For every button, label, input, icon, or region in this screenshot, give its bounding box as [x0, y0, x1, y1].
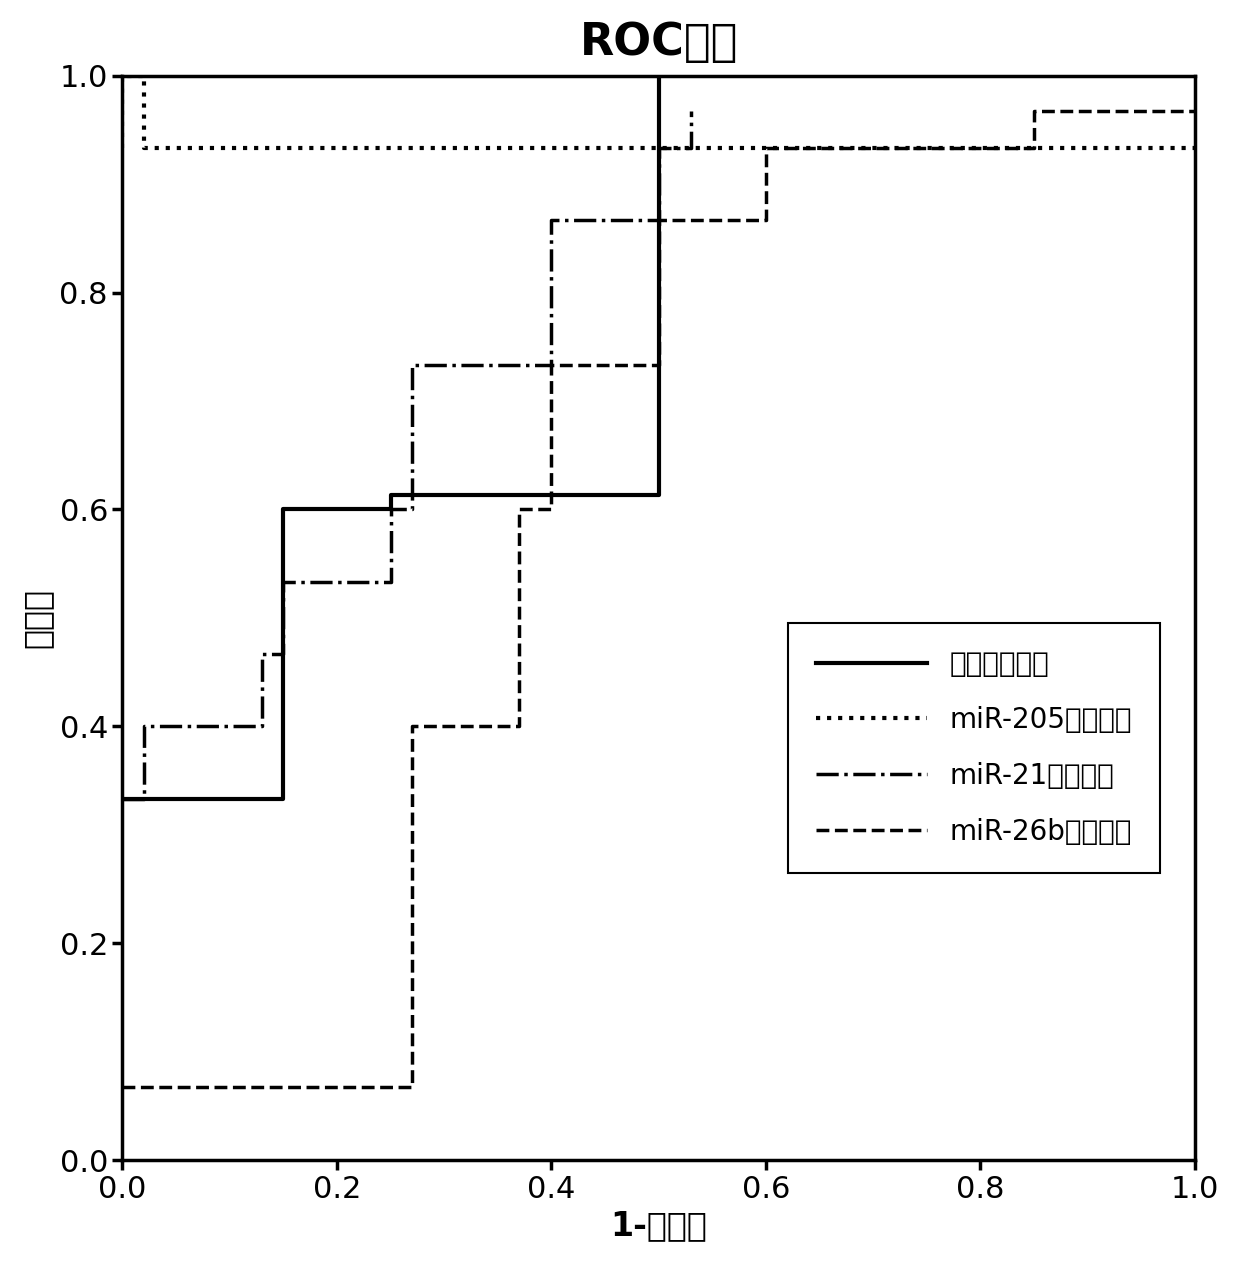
- miR-26b预测概率: [651, 212, 666, 227]
- 联合预测概率: [651, 488, 666, 503]
- miR-21预测概率: [277, 575, 291, 590]
- miR-21预测概率: [544, 357, 559, 373]
- Legend: 联合预测概率, miR-205预测概率, miR-21预测概率, miR-26b预测概率: 联合预测概率, miR-205预测概率, miR-21预测概率, miR-26b…: [789, 623, 1159, 874]
- miR-21预测概率: [651, 140, 666, 155]
- miR-21预测概率: [383, 575, 398, 590]
- miR-21预测概率: [136, 792, 151, 807]
- miR-21预测概率: [115, 792, 130, 807]
- miR-21预测概率: [383, 575, 398, 590]
- 联合预测概率: [115, 792, 130, 807]
- 联合预测概率: [383, 488, 398, 503]
- miR-21预测概率: [544, 357, 559, 373]
- miR-26b预测概率: [759, 212, 774, 227]
- miR-205预测概率: [115, 140, 130, 155]
- miR-26b预测概率: [404, 1080, 419, 1095]
- miR-21预测概率: [651, 212, 666, 227]
- X-axis label: 1-特异性: 1-特异性: [610, 1209, 707, 1243]
- miR-21预测概率: [383, 501, 398, 517]
- miR-26b预测概率: [404, 719, 419, 734]
- 联合预测概率: [651, 488, 666, 503]
- miR-26b预测概率: [404, 1080, 419, 1095]
- Line: miR-21预测概率: miR-21预测概率: [123, 111, 691, 799]
- miR-205预测概率: [136, 140, 151, 155]
- 联合预测概率: [277, 792, 291, 807]
- miR-205预测概率: [1188, 140, 1203, 155]
- miR-205预测概率: [115, 68, 130, 83]
- miR-26b预测概率: [1027, 140, 1042, 155]
- miR-21预测概率: [277, 647, 291, 662]
- miR-26b预测概率: [115, 1080, 130, 1095]
- miR-26b预测概率: [759, 140, 774, 155]
- miR-21预测概率: [651, 212, 666, 227]
- Title: ROC曲线: ROC曲线: [579, 20, 738, 64]
- miR-205预测概率: [136, 68, 151, 83]
- miR-21预测概率: [683, 140, 698, 155]
- miR-21预测概率: [277, 647, 291, 662]
- 联合预测概率: [277, 792, 291, 807]
- miR-21预测概率: [404, 357, 419, 373]
- miR-21预测概率: [254, 719, 269, 734]
- 联合预测概率: [651, 488, 666, 503]
- 联合预测概率: [651, 68, 666, 83]
- miR-21预测概率: [544, 357, 559, 373]
- miR-21预测概率: [683, 140, 698, 155]
- miR-21预测概率: [404, 501, 419, 517]
- miR-26b预测概率: [544, 501, 559, 517]
- miR-26b预测概率: [512, 501, 527, 517]
- 联合预测概率: [383, 501, 398, 517]
- miR-21预测概率: [404, 501, 419, 517]
- miR-26b预测概率: [512, 719, 527, 734]
- miR-26b预测概率: [1188, 104, 1203, 119]
- miR-26b预测概率: [759, 212, 774, 227]
- miR-21预测概率: [136, 719, 151, 734]
- Y-axis label: 敏感性: 敏感性: [21, 587, 53, 648]
- miR-21预测概率: [383, 575, 398, 590]
- miR-26b预测概率: [544, 501, 559, 517]
- miR-26b预测概率: [759, 212, 774, 227]
- miR-21预测概率: [683, 104, 698, 119]
- miR-26b预测概率: [404, 1080, 419, 1095]
- miR-21预测概率: [254, 719, 269, 734]
- miR-26b预测概率: [1188, 104, 1203, 119]
- miR-21预测概率: [651, 212, 666, 227]
- Line: miR-205预测概率: miR-205预测概率: [123, 76, 1195, 148]
- Line: miR-26b预测概率: miR-26b预测概率: [123, 111, 1195, 1087]
- miR-26b预测概率: [651, 357, 666, 373]
- miR-205预测概率: [1188, 140, 1203, 155]
- miR-26b预测概率: [512, 719, 527, 734]
- 联合预测概率: [277, 792, 291, 807]
- miR-205预测概率: [115, 140, 130, 155]
- miR-21预测概率: [254, 719, 269, 734]
- miR-21预测概率: [254, 647, 269, 662]
- miR-26b预测概率: [512, 719, 527, 734]
- 联合预测概率: [277, 501, 291, 517]
- 联合预测概率: [383, 501, 398, 517]
- 联合预测概率: [383, 501, 398, 517]
- miR-26b预测概率: [544, 357, 559, 373]
- miR-21预测概率: [683, 140, 698, 155]
- Line: 联合预测概率: 联合预测概率: [123, 76, 658, 799]
- miR-21预测概率: [277, 647, 291, 662]
- miR-26b预测概率: [651, 357, 666, 373]
- miR-26b预测概率: [1027, 140, 1042, 155]
- miR-26b预测概率: [1027, 140, 1042, 155]
- miR-21预测概率: [404, 501, 419, 517]
- miR-21预测概率: [136, 792, 151, 807]
- miR-26b预测概率: [1027, 104, 1042, 119]
- miR-26b预测概率: [651, 357, 666, 373]
- miR-21预测概率: [544, 212, 559, 227]
- miR-21预测概率: [136, 792, 151, 807]
- miR-26b预测概率: [544, 501, 559, 517]
